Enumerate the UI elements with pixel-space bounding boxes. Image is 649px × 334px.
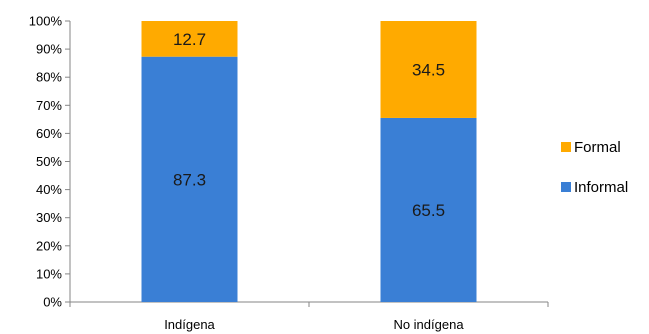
y-tick-label: 70% — [36, 98, 62, 113]
chart-axes: 0% 10% 20% 30% 40% 50% 60% 70% 80% 90% 100% Indígen… — [29, 14, 549, 332]
bar-segment — [380, 117, 477, 302]
y-tick-label: 90% — [36, 42, 62, 57]
y-tick-label: 80% — [36, 70, 62, 85]
data-label: 87.3 — [173, 170, 206, 189]
data-label: 34.5 — [412, 60, 445, 79]
legend-label: Informal — [574, 179, 628, 196]
y-tick-label: 50% — [36, 154, 62, 169]
bar-segment — [380, 21, 477, 118]
y-tick-label: 60% — [36, 126, 62, 141]
data-label: 65.5 — [412, 201, 445, 220]
chart-bars — [141, 21, 477, 303]
y-tick-label: 30% — [36, 210, 62, 225]
y-tick-label: 40% — [36, 182, 62, 197]
bar-segment — [141, 21, 238, 57]
x-category-label: Indígena — [164, 317, 215, 332]
legend-label: Formal — [574, 139, 621, 156]
chart-data-labels: 87.3 12.7 65.5 34.5 — [173, 30, 445, 220]
bar-segment — [141, 56, 238, 303]
legend-swatch — [561, 142, 571, 152]
y-tick-label: 10% — [36, 266, 62, 281]
y-tick-label: 20% — [36, 238, 62, 253]
y-tick-label: 0% — [43, 295, 62, 310]
legend-swatch — [561, 182, 571, 192]
y-tick-label: 100% — [29, 14, 63, 29]
chart-legend: Formal Informal — [561, 139, 628, 196]
x-category-label: No indígena — [393, 317, 464, 332]
data-label: 12.7 — [173, 30, 206, 49]
